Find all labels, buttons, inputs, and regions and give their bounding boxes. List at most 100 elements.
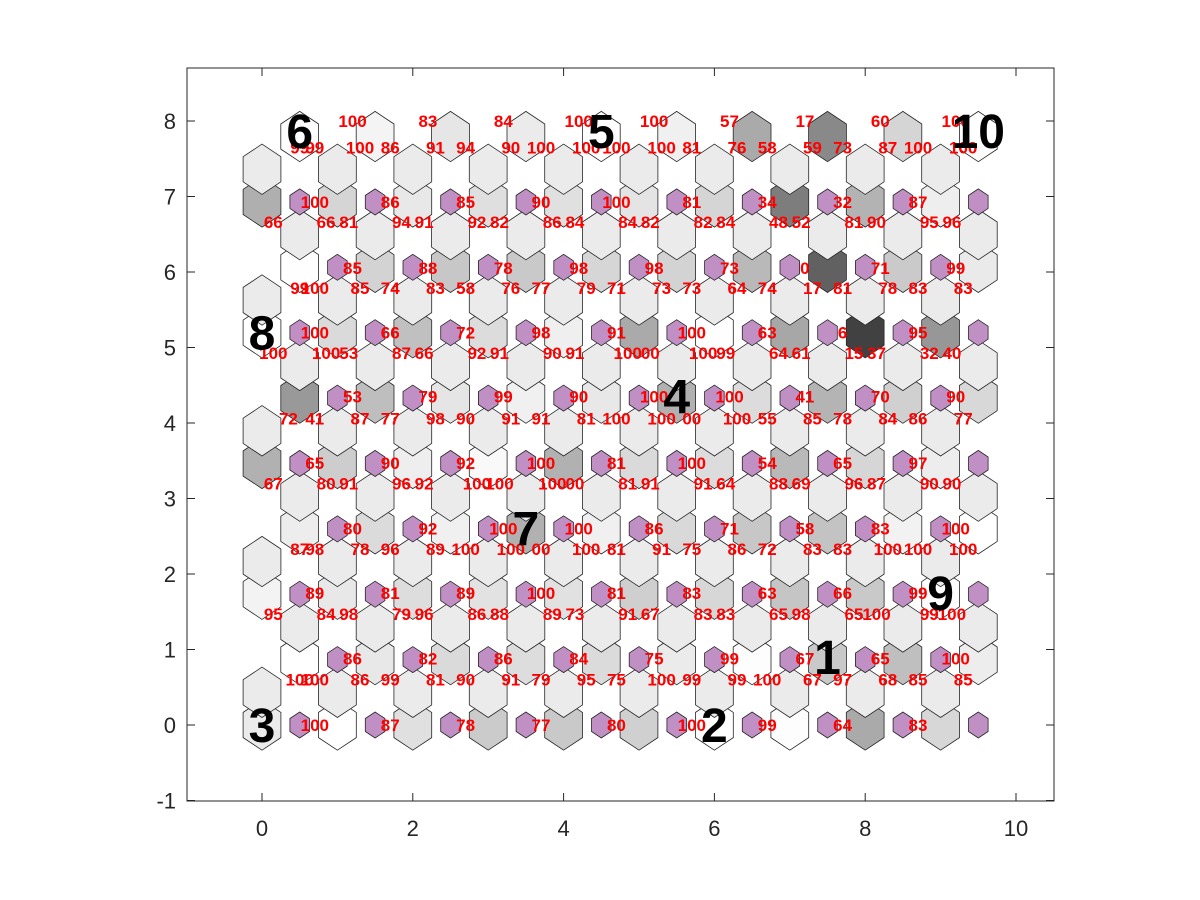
hit-count: 96	[942, 213, 961, 232]
hit-count: 100	[647, 138, 675, 157]
hit-count: 92	[418, 520, 437, 539]
y-tick-label: 0	[164, 713, 176, 738]
hit-count: 86	[467, 605, 486, 624]
hit-marker	[553, 646, 574, 674]
hit-count: 86	[351, 671, 370, 690]
hit-count: 67	[795, 650, 814, 669]
hit-count: 100	[301, 279, 329, 298]
hit-count: 95	[909, 323, 928, 342]
cluster-label: 3	[249, 700, 276, 753]
hit-count: 86	[381, 138, 400, 157]
hit-marker	[855, 515, 876, 543]
hit-count: 81	[607, 454, 626, 473]
hit-count: 71	[871, 259, 890, 278]
hit-count: 95	[264, 605, 283, 624]
hit-count: 85	[343, 259, 362, 278]
hit-count: 15	[844, 344, 863, 363]
hit-count: 83	[426, 279, 445, 298]
hit-count: 90	[867, 213, 886, 232]
hit-count: 83	[909, 279, 928, 298]
hit-count: 17	[803, 279, 822, 298]
hit-count: 87	[909, 193, 928, 212]
hit-marker	[289, 319, 310, 347]
hit-marker	[817, 580, 838, 608]
hex-cell	[506, 110, 546, 163]
hit-count: 91	[501, 410, 520, 429]
cluster-label: 8	[249, 307, 276, 360]
hit-count: 90	[920, 474, 939, 493]
hit-count: 91	[641, 474, 660, 493]
hit-count: 68	[878, 671, 897, 690]
hit-count: 91	[501, 671, 520, 690]
hit-count: 99	[381, 671, 400, 690]
hit-marker	[628, 515, 650, 543]
hit-count: 64	[716, 474, 735, 493]
hit-count: 86	[381, 193, 400, 212]
hit-count: 81	[339, 213, 358, 232]
hit-count: 100	[338, 112, 366, 131]
hit-marker	[855, 384, 876, 412]
hit-count: 100	[614, 344, 642, 363]
hit-marker	[741, 188, 763, 216]
hex-cell	[657, 110, 696, 163]
hit-marker	[591, 580, 612, 608]
hit-count: 89	[456, 584, 475, 603]
x-tick-label: 10	[1004, 816, 1028, 841]
y-tick-label: 4	[164, 411, 176, 436]
hit-count: 90	[532, 193, 551, 212]
hit-count: 73	[565, 605, 584, 624]
hit-count: 78	[833, 410, 852, 429]
hit-count: 77	[954, 410, 973, 429]
hit-count: 100	[949, 540, 977, 559]
hit-count: 96	[392, 474, 411, 493]
y-tick-label: 5	[164, 336, 176, 361]
hit-count: 84	[618, 213, 637, 232]
hit-marker	[402, 646, 424, 674]
hit-count: 89	[305, 584, 324, 603]
hit-count: 96	[844, 474, 863, 493]
hit-marker	[741, 711, 763, 739]
hit-count: 91	[339, 474, 358, 493]
hit-count: 72	[758, 540, 777, 559]
hit-count: 83	[833, 540, 852, 559]
hit-marker	[930, 253, 951, 281]
hit-count: 92	[467, 213, 486, 232]
hit-count: 100	[286, 671, 314, 690]
hit-count: 84	[494, 112, 513, 131]
y-tick-label: 3	[164, 487, 176, 512]
hit-marker	[289, 188, 310, 216]
hit-count: 100	[301, 671, 329, 690]
hit-count: 55	[758, 410, 777, 429]
hit-count: 0	[800, 259, 809, 278]
hit-marker	[704, 515, 725, 543]
hit-marker	[515, 319, 537, 347]
hit-marker	[477, 515, 499, 543]
hit-count: 92	[467, 344, 486, 363]
hit-marker	[704, 646, 725, 674]
hit-count: 64	[833, 716, 852, 735]
hit-count: 85	[456, 193, 475, 212]
hex-cell	[544, 143, 583, 195]
hit-count: 75	[645, 650, 664, 669]
hit-count: 99	[728, 671, 747, 690]
hit-count: 69	[792, 474, 811, 493]
hit-count: 99	[290, 138, 309, 157]
hit-count: 86	[909, 410, 928, 429]
hit-marker	[289, 711, 310, 739]
cluster-label: 5	[588, 106, 615, 159]
hit-marker	[968, 711, 989, 739]
hit-count: 100	[640, 388, 668, 407]
hit-count: 100	[527, 584, 555, 603]
hit-count: 66	[415, 344, 434, 363]
hit-marker	[515, 711, 537, 739]
hit-count: 98	[569, 259, 588, 278]
hit-count: 87	[351, 410, 370, 429]
hit-count: 100	[572, 540, 600, 559]
hit-count: 65	[844, 605, 863, 624]
hit-count: 100	[497, 540, 525, 559]
hit-count: 73	[682, 279, 701, 298]
hit-count: 100	[640, 112, 668, 131]
hit-marker	[892, 319, 914, 347]
hit-count: 100	[538, 474, 566, 493]
hit-count: 83	[694, 605, 713, 624]
